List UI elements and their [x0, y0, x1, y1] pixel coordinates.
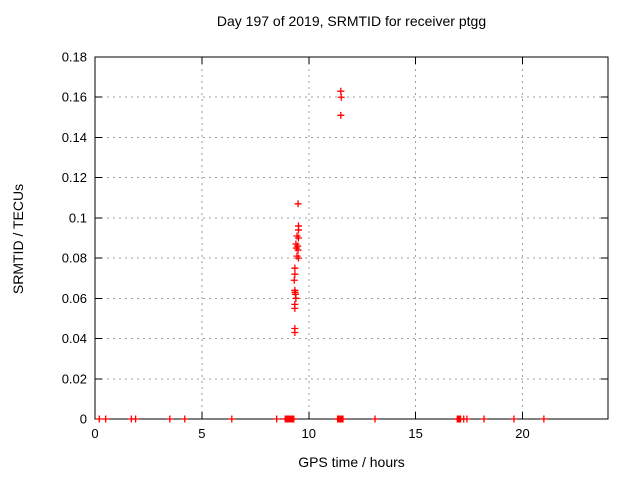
- y-tick-label: 0: [80, 412, 87, 427]
- x-tick-label: 20: [515, 426, 529, 441]
- data-point-marker: [132, 415, 140, 423]
- x-tick-label: 15: [408, 426, 422, 441]
- data-point-marker: [463, 415, 471, 423]
- x-tick-label: 5: [198, 426, 205, 441]
- y-tick-label: 0.04: [62, 331, 87, 346]
- y-tick-label: 0.16: [62, 90, 87, 105]
- data-point-marker: [181, 415, 189, 423]
- data-point-marker: [291, 329, 299, 337]
- data-point-marker: [290, 415, 298, 423]
- x-tick-label: 0: [91, 426, 98, 441]
- data-point-marker: [291, 270, 299, 278]
- data-point-marker: [294, 254, 302, 262]
- data-point-marker: [273, 415, 281, 423]
- data-point-marker: [337, 93, 345, 101]
- data-point-marker: [102, 415, 110, 423]
- y-tick-label: 0.1: [69, 210, 87, 225]
- data-point-marker: [294, 226, 302, 234]
- x-axis-label: GPS time / hours: [298, 454, 405, 470]
- chart-title: Day 197 of 2019, SRMTID for receiver ptg…: [216, 13, 487, 29]
- data-point-marker: [480, 415, 488, 423]
- plot-border: [94, 56, 609, 420]
- data-point-marker: [95, 415, 103, 423]
- data-point-marker: [292, 294, 300, 302]
- data-point-marker: [228, 415, 236, 423]
- data-point-marker: [371, 415, 379, 423]
- data-point-marker: [291, 304, 299, 312]
- data-point-marker: [290, 276, 298, 284]
- data-point-marker: [166, 415, 174, 423]
- data-point-marker: [294, 200, 302, 208]
- y-tick-label: 0.02: [62, 371, 87, 386]
- data-point-marker: [294, 234, 302, 242]
- y-tick-label: 0.08: [62, 251, 87, 266]
- x-tick-label: 10: [302, 426, 316, 441]
- data-point-marker: [540, 415, 548, 423]
- y-tick-label: 0.14: [62, 130, 87, 145]
- data-point-marker: [337, 87, 345, 95]
- data-point-marker: [294, 246, 302, 254]
- data-point-marker: [337, 111, 345, 119]
- data-point-marker: [510, 415, 518, 423]
- data-point-marker: [291, 264, 299, 272]
- y-tick-label: 0.18: [62, 50, 87, 65]
- data-point-marker: [339, 415, 347, 423]
- y-tick-label: 0.06: [62, 291, 87, 306]
- y-tick-label: 0.12: [62, 170, 87, 185]
